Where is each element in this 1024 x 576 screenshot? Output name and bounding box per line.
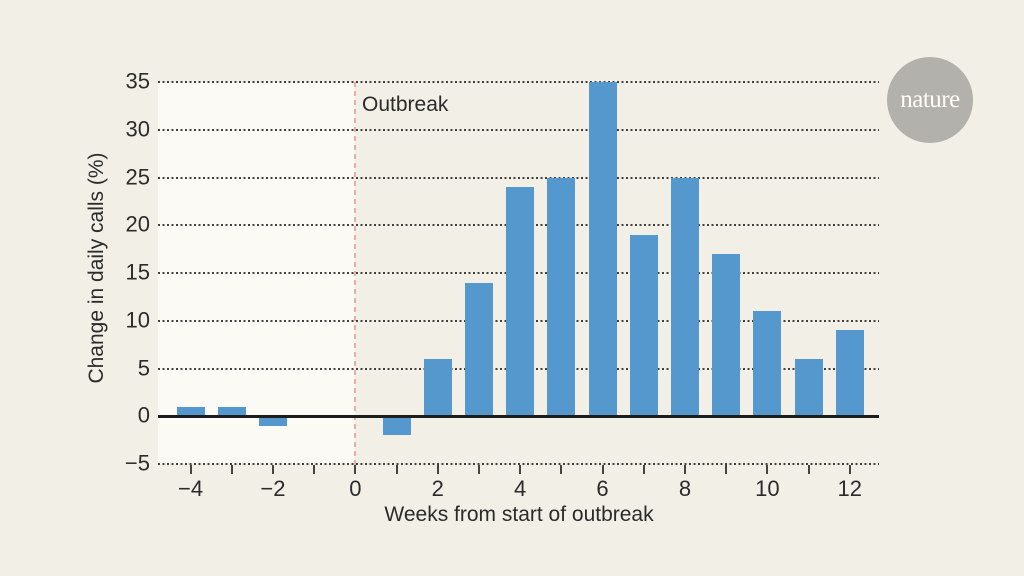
nature-logo: nature	[887, 57, 973, 143]
y-tick-label: 5	[137, 354, 150, 380]
nature-logo-text: nature	[900, 86, 960, 113]
y-tick-label: 10	[125, 307, 150, 333]
x-tick-label: 10	[755, 476, 780, 501]
x-tick-label: 8	[678, 476, 692, 501]
y-tick-label: −5	[124, 450, 150, 476]
bar	[258, 416, 287, 426]
bar	[217, 406, 246, 417]
x-tick-label: −4	[178, 476, 204, 501]
bar	[629, 234, 658, 417]
x-tick	[313, 464, 316, 474]
x-tick	[354, 464, 357, 474]
y-gridline	[158, 463, 879, 465]
x-tick	[683, 464, 686, 474]
x-tick-label: 0	[349, 476, 362, 501]
bar	[423, 358, 452, 417]
y-tick-label: 30	[125, 116, 150, 142]
bar	[670, 177, 699, 417]
bar	[547, 177, 576, 417]
x-tick	[189, 464, 192, 474]
x-tick	[271, 464, 274, 474]
x-tick	[560, 464, 563, 474]
bar	[382, 416, 411, 436]
bar	[176, 406, 205, 417]
bar	[464, 282, 493, 417]
x-tick-label: 2	[431, 476, 444, 501]
x-tick-label: 4	[514, 476, 527, 501]
x-axis-title: Weeks from start of outbreak	[384, 503, 654, 526]
y-gridline	[158, 128, 879, 131]
x-tick	[436, 464, 439, 474]
x-tick	[395, 464, 398, 474]
outbreak-annotation: Outbreak	[362, 93, 449, 116]
x-tick	[848, 464, 851, 474]
x-tick	[766, 464, 769, 474]
y-gridline	[158, 176, 879, 179]
x-tick	[477, 464, 480, 474]
y-tick-label: 25	[125, 163, 150, 189]
x-tick-label: 6	[596, 476, 609, 501]
bar	[712, 253, 741, 417]
bar	[506, 187, 535, 417]
x-tick	[725, 464, 728, 474]
y-tick-label: 35	[125, 68, 150, 94]
x-tick	[519, 464, 522, 474]
y-gridline	[158, 81, 879, 83]
y-tick-label: 0	[137, 402, 150, 428]
bar	[753, 311, 782, 417]
y-tick-label: 15	[125, 259, 150, 285]
plot-area: Outbreak −4 −2 0 2 4 6 8 10 12	[158, 81, 879, 501]
bar	[794, 358, 823, 417]
y-tick-label: 20	[125, 211, 150, 237]
outbreak-dashed-line	[354, 82, 357, 465]
x-tick	[807, 464, 810, 474]
bar	[835, 330, 864, 417]
x-tick-label: 12	[837, 476, 862, 501]
x-axis-line	[158, 414, 879, 418]
x-tick	[230, 464, 233, 474]
x-tick	[601, 464, 604, 474]
bar	[588, 82, 617, 417]
x-tick	[642, 464, 645, 474]
x-tick-label: −2	[260, 476, 286, 501]
